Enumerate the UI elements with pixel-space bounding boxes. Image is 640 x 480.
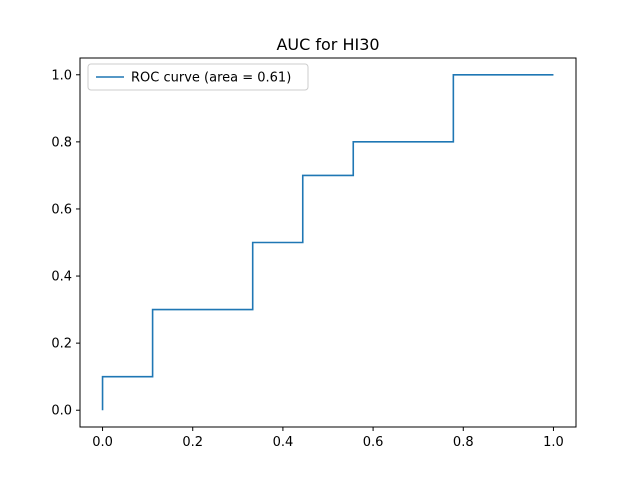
- roc-curve-line: [101, 73, 554, 411]
- legend-box: [87, 63, 309, 91]
- plot-area: [80, 58, 576, 427]
- series-layer: [101, 73, 554, 411]
- x-tick-label: 0.8: [453, 435, 474, 450]
- x-tick-label: 1.0: [543, 435, 564, 450]
- y-tick-label: 0.4: [51, 270, 72, 285]
- y-tick-label: 0.8: [51, 135, 72, 150]
- y-tick-label: 0.2: [51, 337, 72, 352]
- legend-label: ROC curve (area = 0.61): [131, 71, 291, 86]
- y-axis-ticks: 0.0 0.2 0.4 0.6 0.8 1.0: [51, 68, 80, 419]
- legend: ROC curve (area = 0.61): [87, 63, 309, 91]
- x-tick-label: 0.6: [363, 435, 384, 450]
- y-tick-label: 0.0: [51, 404, 72, 419]
- x-tick-label: 0.0: [92, 435, 113, 450]
- x-axis-ticks: 0.0 0.2 0.4 0.6 0.8 1.0: [92, 427, 564, 450]
- x-tick-label: 0.4: [273, 435, 294, 450]
- x-tick-label: 0.2: [182, 435, 203, 450]
- y-tick-label: 1.0: [51, 68, 72, 83]
- chart-title: AUC for HI30: [276, 35, 379, 54]
- plot-frame: [79, 57, 577, 428]
- y-tick-label: 0.6: [51, 202, 72, 217]
